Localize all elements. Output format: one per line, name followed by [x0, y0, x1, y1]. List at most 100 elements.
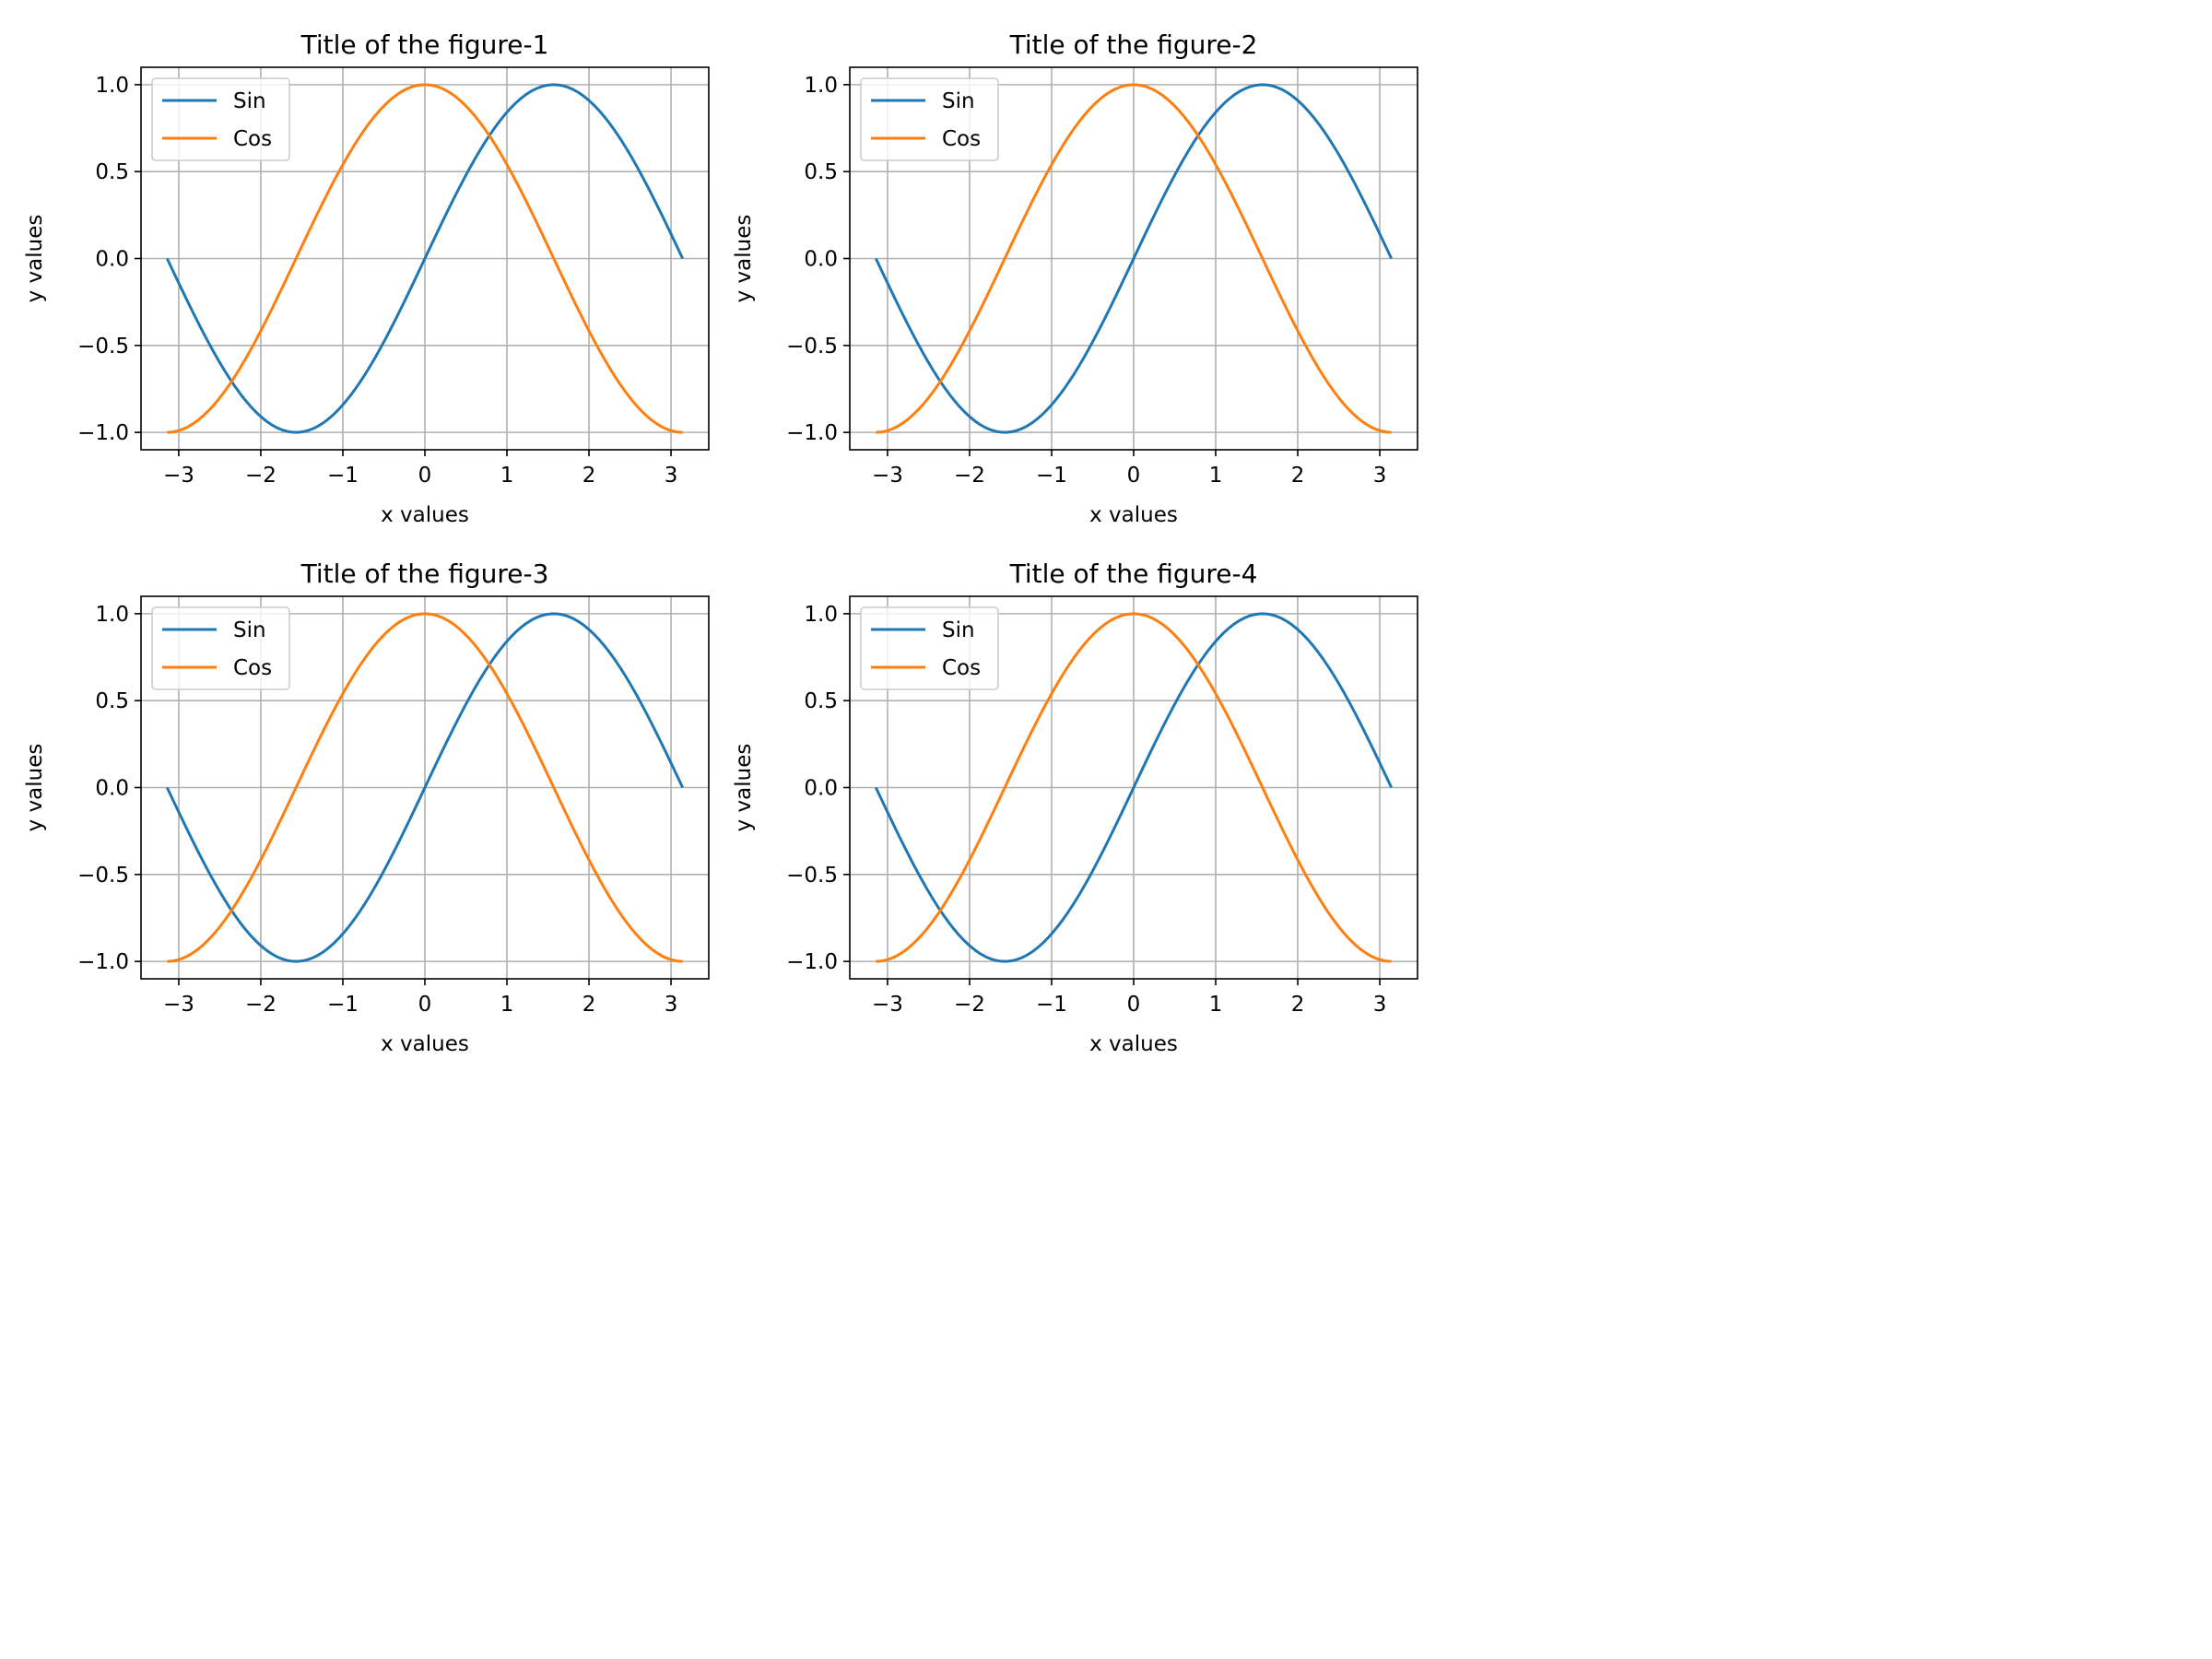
y-tick-label: 0.5	[95, 160, 129, 184]
x-tick-label: 0	[418, 464, 432, 488]
x-tick-label: −3	[872, 993, 903, 1017]
y-axis-label: y values	[732, 744, 756, 832]
series-line-sin	[165, 83, 685, 434]
x-ticks: −3 −2 −1 0 1 2 3	[163, 979, 677, 1017]
y-tick-label: 1.0	[95, 603, 129, 627]
chart-title: Title of the figure-2	[1009, 29, 1258, 60]
chart-title: Title of the figure-1	[300, 29, 549, 60]
x-tick-label: 3	[1373, 464, 1387, 488]
series-line-sin	[165, 612, 685, 963]
x-tick-label: 0	[1127, 993, 1141, 1017]
y-tick-label: 1.0	[804, 603, 838, 627]
y-axis-label: y values	[23, 744, 47, 832]
x-tick-label: 1	[500, 993, 514, 1017]
y-tick-label: −1.0	[786, 950, 838, 974]
series-line-cos	[876, 612, 1392, 963]
legend: Sin Cos	[860, 606, 999, 690]
x-tick-label: −2	[954, 993, 985, 1017]
subplot-4: Title of the figure-4 x values y values …	[732, 559, 1418, 1056]
x-tick-label: −2	[245, 993, 276, 1017]
legend-box	[151, 77, 290, 161]
x-axis-label: x values	[381, 1032, 469, 1056]
y-tick-label: −1.0	[786, 421, 838, 445]
x-tick-label: 3	[665, 464, 678, 488]
y-axis-label: y values	[23, 215, 47, 303]
figure: Title of the figure-1 x values y values …	[23, 29, 1418, 1056]
x-ticks: −3 −2 −1 0 1 2 3	[872, 979, 1386, 1017]
series-line-sin	[874, 612, 1394, 963]
subplot-3: Title of the figure-3 x values y values …	[23, 559, 710, 1056]
x-tick-label: 2	[582, 993, 596, 1017]
legend-label-cos: Cos	[233, 656, 272, 680]
x-axis-label: x values	[1089, 1032, 1178, 1056]
x-tick-label: 1	[1209, 464, 1223, 488]
x-tick-label: −3	[872, 464, 903, 488]
series-lines	[165, 612, 685, 963]
y-tick-label: −1.0	[77, 421, 129, 445]
x-tick-label: −2	[245, 464, 276, 488]
chart-title: Title of the figure-3	[300, 559, 549, 589]
legend-label-cos: Cos	[942, 656, 981, 680]
legend-box	[860, 77, 999, 161]
y-ticks: −1.0 −0.5 0.0 0.5 1.0	[77, 603, 141, 974]
x-axis-label: x values	[381, 503, 469, 527]
x-tick-label: 3	[665, 993, 678, 1017]
y-ticks: −1.0 −0.5 0.0 0.5 1.0	[786, 603, 850, 974]
legend: Sin Cos	[151, 606, 290, 690]
x-tick-label: 3	[1373, 993, 1387, 1017]
y-tick-label: 0.0	[804, 248, 838, 272]
x-tick-label: 0	[1127, 464, 1141, 488]
x-tick-label: −3	[163, 464, 194, 488]
x-tick-label: 0	[418, 993, 432, 1017]
x-ticks: −3 −2 −1 0 1 2 3	[163, 450, 677, 488]
x-tick-label: 2	[1291, 993, 1305, 1017]
subplot-1: Title of the figure-1 x values y values …	[23, 29, 710, 527]
legend-label-sin: Sin	[233, 89, 266, 113]
legend-box	[860, 606, 999, 690]
legend-box	[151, 606, 290, 690]
y-ticks: −1.0 −0.5 0.0 0.5 1.0	[786, 74, 850, 445]
legend-label-sin: Sin	[233, 618, 266, 642]
legend: Sin Cos	[860, 77, 999, 161]
legend-label-cos: Cos	[942, 127, 981, 151]
series-line-sin	[874, 83, 1394, 434]
y-tick-label: 0.0	[804, 777, 838, 801]
legend: Sin Cos	[151, 77, 290, 161]
x-tick-label: −1	[327, 993, 359, 1017]
y-ticks: −1.0 −0.5 0.0 0.5 1.0	[77, 74, 141, 445]
series-line-cos	[876, 83, 1392, 434]
y-tick-label: 0.0	[95, 777, 129, 801]
y-tick-label: −0.5	[786, 335, 838, 359]
x-tick-label: 1	[1209, 993, 1223, 1017]
x-tick-label: −3	[163, 993, 194, 1017]
x-tick-label: −1	[1036, 464, 1067, 488]
x-tick-label: 1	[500, 464, 514, 488]
series-lines	[874, 83, 1394, 434]
y-axis-label: y values	[732, 215, 756, 303]
y-tick-label: 0.5	[804, 689, 838, 713]
legend-label-sin: Sin	[942, 89, 975, 113]
series-lines	[874, 612, 1394, 963]
series-line-cos	[167, 612, 683, 963]
y-tick-label: 0.5	[95, 689, 129, 713]
subplot-2: Title of the figure-2 x values y values …	[732, 29, 1418, 527]
y-tick-label: 1.0	[804, 74, 838, 98]
y-tick-label: 0.5	[804, 160, 838, 184]
y-tick-label: −0.5	[77, 335, 129, 359]
series-lines	[165, 83, 685, 434]
x-tick-label: −1	[327, 464, 359, 488]
y-tick-label: 1.0	[95, 74, 129, 98]
y-tick-label: 0.0	[95, 248, 129, 272]
x-axis-label: x values	[1089, 503, 1178, 527]
x-tick-label: −1	[1036, 993, 1067, 1017]
legend-label-cos: Cos	[233, 127, 272, 151]
y-tick-label: −1.0	[77, 950, 129, 974]
y-tick-label: −0.5	[77, 864, 129, 888]
legend-label-sin: Sin	[942, 618, 975, 642]
chart-title: Title of the figure-4	[1009, 559, 1258, 589]
x-ticks: −3 −2 −1 0 1 2 3	[872, 450, 1386, 488]
x-tick-label: 2	[1291, 464, 1305, 488]
series-line-cos	[167, 83, 683, 434]
y-tick-label: −0.5	[786, 864, 838, 888]
x-tick-label: 2	[582, 464, 596, 488]
